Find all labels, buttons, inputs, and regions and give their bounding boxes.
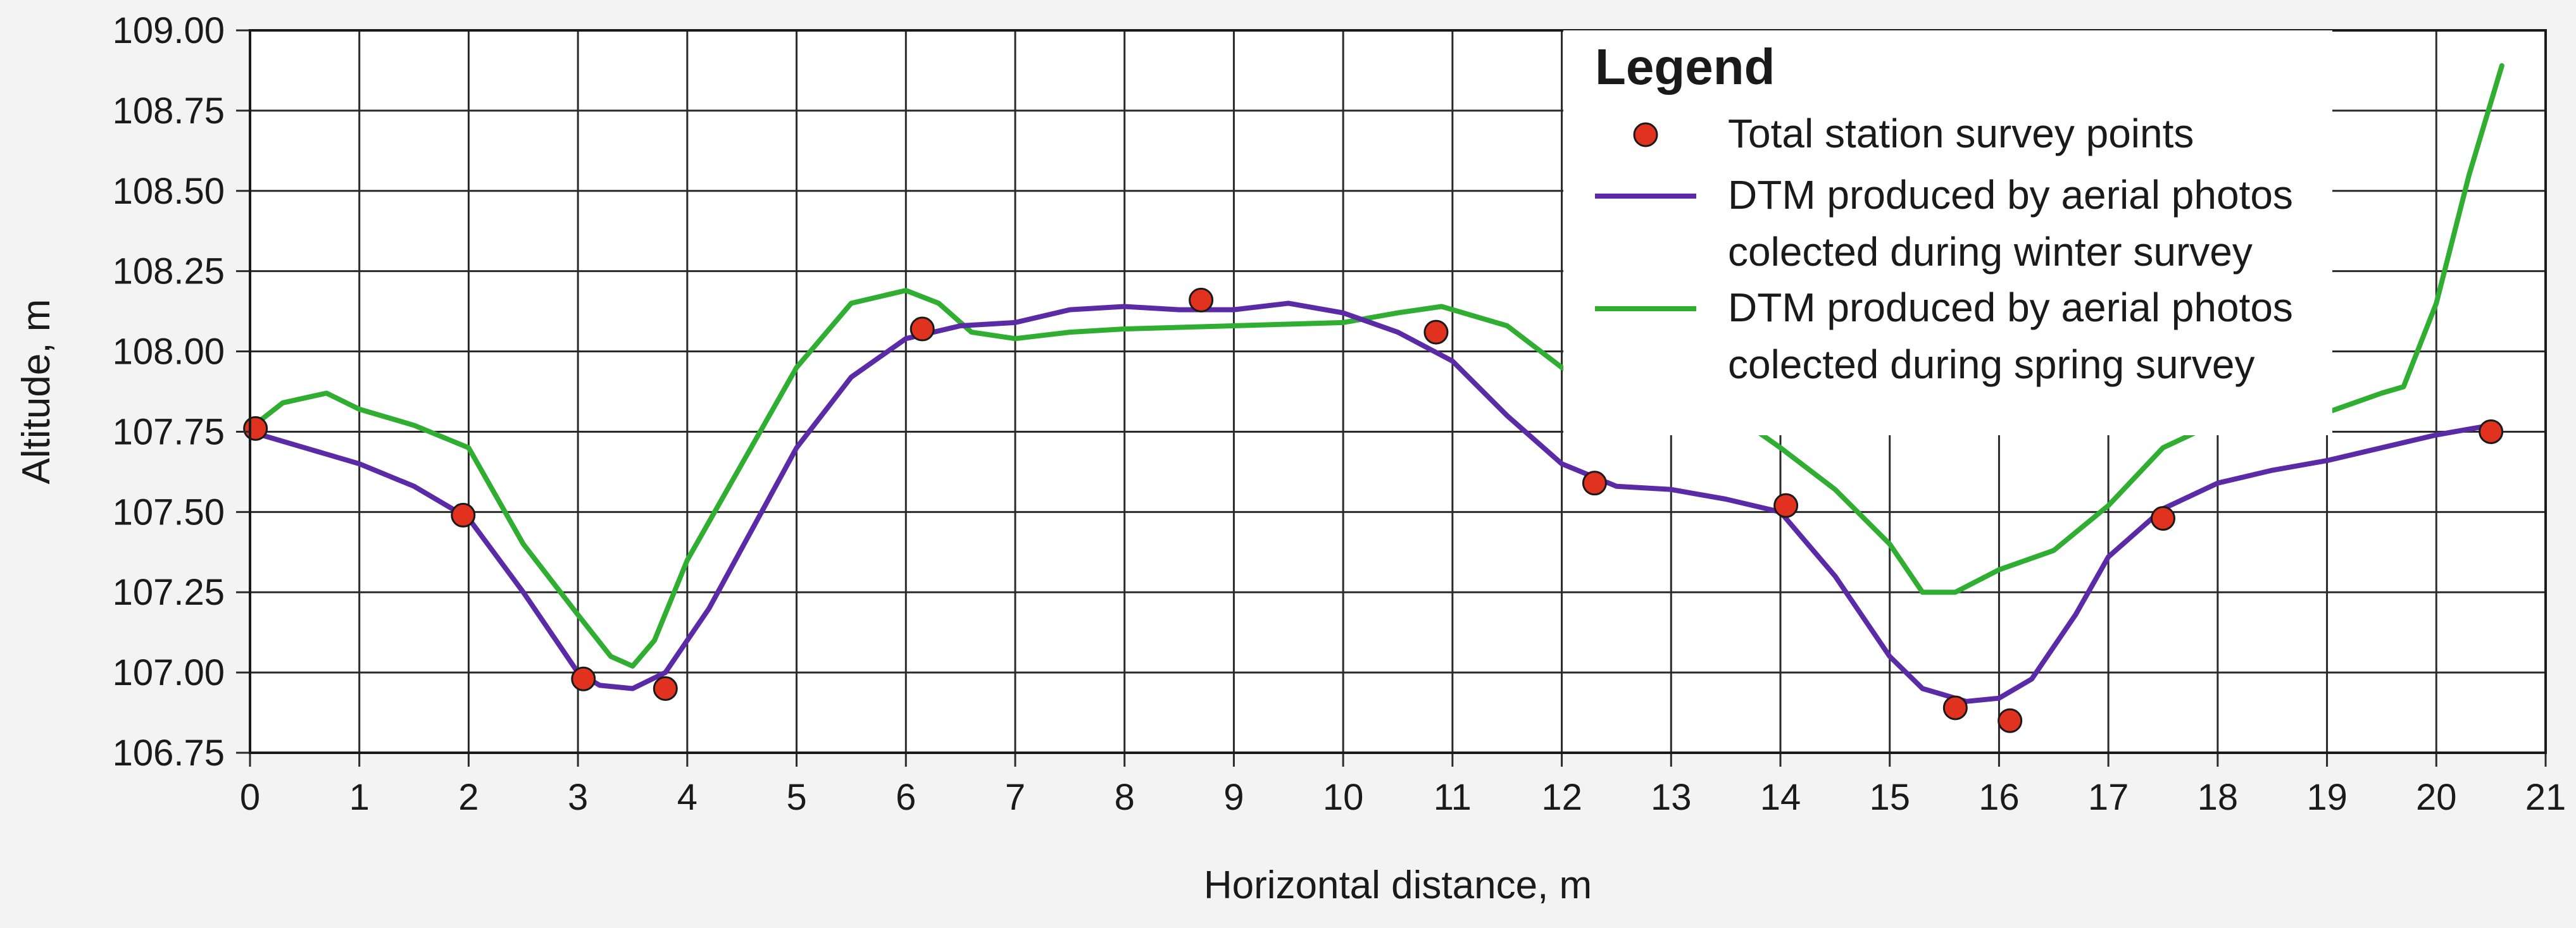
- x-tick-label: 18: [2198, 777, 2239, 818]
- survey-point: [571, 666, 596, 691]
- y-tick-label: 107.50: [113, 492, 225, 533]
- survey-point: [653, 676, 678, 701]
- x-tick-label: 12: [1541, 777, 1582, 818]
- legend-label-spring-2: colected during spring survey: [1728, 342, 2254, 387]
- x-tick-label: 1: [349, 777, 370, 818]
- survey-point: [2479, 419, 2504, 444]
- axes: 0 1 2 3 4 5 6 7 8 9 10 11 12 13 14 15 16 17 18 19 20 21106.75…: [15, 10, 2566, 907]
- x-axis-title: Horizontal distance, m: [1204, 863, 1592, 907]
- winter-dtm-line: [247, 300, 2494, 704]
- y-tick-label: 108.25: [113, 251, 225, 292]
- x-tick-label: 11: [1434, 777, 1472, 818]
- y-tick-label: 108.00: [113, 331, 225, 373]
- x-tick-label: 7: [1005, 777, 1025, 818]
- plot-frame: [249, 29, 2547, 754]
- x-tick-label: 4: [677, 777, 697, 818]
- legend-marker-survey: [1633, 122, 1658, 147]
- survey-point: [1773, 493, 1799, 518]
- y-axis-title: Altitude, m: [15, 299, 58, 485]
- x-tick-label: 19: [2306, 777, 2348, 818]
- survey-point: [1423, 319, 1449, 345]
- survey-point: [1189, 287, 1214, 312]
- survey-point: [2151, 505, 2175, 531]
- y-tick-label: 107.00: [113, 652, 225, 693]
- legend-label-winter-2: colected during winter survey: [1728, 229, 2253, 275]
- survey-point: [910, 316, 935, 342]
- x-tick-label: 2: [458, 777, 478, 818]
- legend-label-survey: Total station survey points: [1728, 111, 2194, 156]
- y-tick-label: 108.50: [113, 171, 225, 212]
- x-tick-label: 14: [1760, 777, 1801, 818]
- y-tick-label: 109.00: [113, 10, 225, 51]
- x-tick-label: 16: [1979, 777, 2020, 818]
- x-tick-label: 8: [1115, 777, 1135, 818]
- x-tick-label: 5: [786, 777, 806, 818]
- legend-title: Legend: [1595, 39, 1775, 95]
- x-tick-label: 20: [2416, 777, 2457, 818]
- series-layer: [243, 63, 2504, 733]
- y-tick-label: 107.75: [113, 411, 225, 452]
- spring-dtm-line: [247, 63, 2504, 669]
- survey-point: [1582, 471, 1607, 496]
- survey-point: [243, 416, 268, 441]
- survey-point: [1998, 708, 2023, 733]
- x-tick-label: 9: [1223, 777, 1244, 818]
- legend-label-winter-1: DTM produced by aerial photos: [1728, 172, 2293, 218]
- y-tick-label: 106.75: [113, 733, 225, 774]
- y-tick-label: 108.75: [113, 90, 225, 132]
- legend: Legend Total station survey points DTM pro…: [1563, 30, 2332, 435]
- x-tick-label: 0: [240, 777, 260, 818]
- x-tick-label: 6: [896, 777, 916, 818]
- x-tick-label: 3: [568, 777, 588, 818]
- x-tick-label: 21: [2525, 777, 2567, 818]
- legend-label-spring-1: DTM produced by aerial photos: [1728, 285, 2293, 330]
- x-tick-label: 10: [1323, 777, 1364, 818]
- x-tick-label: 17: [2088, 777, 2129, 818]
- legend-box: [1563, 30, 2332, 435]
- survey-point: [451, 502, 476, 528]
- x-tick-label: 13: [1651, 777, 1692, 818]
- x-tick-label: 15: [1869, 777, 1910, 818]
- survey-point: [1942, 695, 1968, 721]
- y-tick-label: 107.25: [113, 572, 225, 613]
